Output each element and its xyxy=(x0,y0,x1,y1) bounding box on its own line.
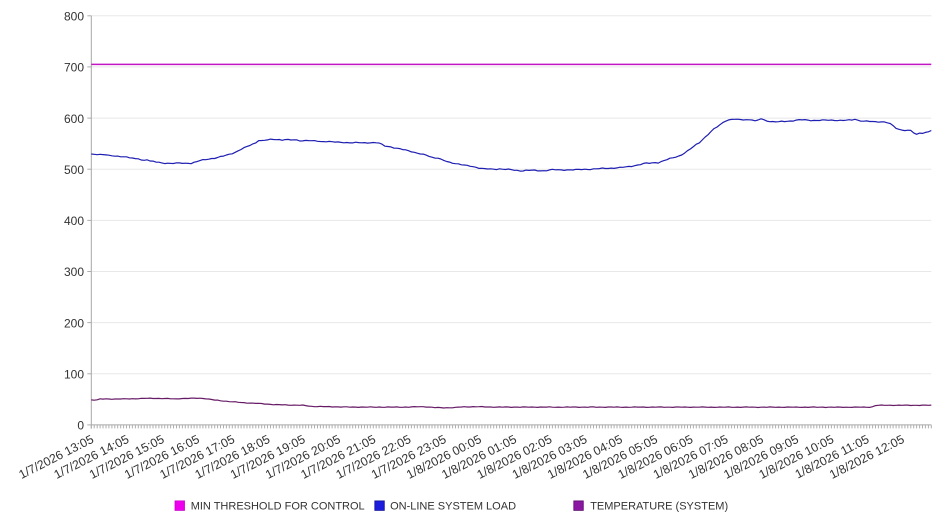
svg-text:400: 400 xyxy=(64,214,84,228)
svg-text:500: 500 xyxy=(64,163,84,177)
svg-text:300: 300 xyxy=(64,265,84,279)
svg-text:800: 800 xyxy=(64,10,84,24)
svg-text:600: 600 xyxy=(64,112,84,126)
svg-text:200: 200 xyxy=(64,316,84,330)
svg-text:0: 0 xyxy=(77,419,84,433)
svg-text:100: 100 xyxy=(64,368,84,382)
svg-text:TEMPERATURE (SYSTEM): TEMPERATURE (SYSTEM) xyxy=(590,501,728,513)
svg-text:ON-LINE SYSTEM LOAD: ON-LINE SYSTEM LOAD xyxy=(390,501,516,513)
svg-text:700: 700 xyxy=(64,61,84,75)
svg-text:MIN THRESHOLD FOR CONTROL: MIN THRESHOLD FOR CONTROL xyxy=(191,501,365,513)
